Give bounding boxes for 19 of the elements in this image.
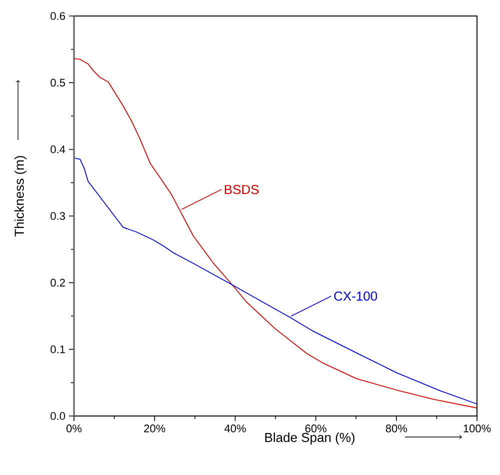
y-tick-label: 0.3 <box>50 212 65 220</box>
y-tick-label: 0.2 <box>50 278 65 287</box>
x-tick-label: 60% <box>305 424 326 432</box>
text: CX-100 <box>334 291 378 301</box>
y-tick-label: 0.4 <box>50 145 66 154</box>
x-tick-label: 40% <box>224 424 246 432</box>
y-tick-label: 0.5 <box>50 78 65 87</box>
x-tick-label: 0% <box>66 424 82 432</box>
x-tick-label: 20% <box>144 424 166 432</box>
x-tick-label: 100% <box>464 424 491 432</box>
line-series <box>74 58 478 408</box>
text: BSDS <box>224 184 259 194</box>
x-tick-label: 80% <box>386 424 408 432</box>
y-axis-title: Thickness (m) <box>14 156 26 237</box>
x-axis-title: Blade Span (%) <box>265 432 354 445</box>
line-series <box>74 158 478 404</box>
y-tick-label: 0.6 <box>50 12 65 20</box>
y-tick-label: 0.0 <box>50 412 66 420</box>
y-tick-label: 0.1 <box>50 345 65 354</box>
